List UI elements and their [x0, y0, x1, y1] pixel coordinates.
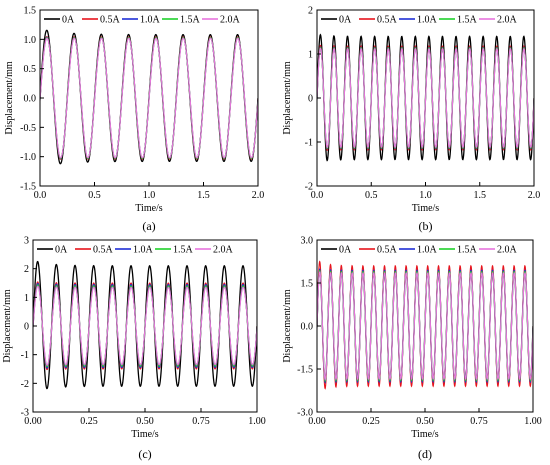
series-group — [317, 260, 533, 390]
y-tick-label: 1.5 — [24, 6, 37, 17]
panel-caption: (a) — [142, 219, 155, 233]
x-axis-label: Time/s — [412, 203, 440, 214]
x-tick-label: 1.00 — [524, 416, 542, 427]
legend-label: 1.5A — [173, 245, 194, 256]
panel-d: -3.0 -1.5 0.0 1.5 3.0 0.00 0.25 0.50 0.75 1.00 Tim… — [282, 236, 542, 462]
legend: 0A 0.5A 1.0A 1.5A 2.0A — [321, 245, 518, 256]
panel-c: -3 -2 -1 0 1 2 3 0.00 0.25 0.50 0.75 1.00 Time/s Disp… — [2, 236, 266, 462]
y-tick-label: -3 — [21, 408, 29, 419]
y-tick-label: 0 — [24, 322, 29, 333]
y-axis-label: Displacement/mm — [4, 61, 15, 135]
y-tick-label: 0.0 — [24, 94, 37, 105]
legend-label: 1.0A — [133, 245, 154, 256]
legend-label: 2.0A — [213, 245, 234, 256]
y-tick-label: -1.5 — [20, 182, 36, 193]
legend-label: 1.0A — [417, 15, 438, 26]
series-group — [40, 29, 258, 165]
legend: 0A 0.5A 1.0A 1.5A 2.0A — [321, 15, 518, 26]
x-tick-label: 0.5 — [88, 190, 101, 201]
y-tick-label: -1 — [305, 138, 313, 149]
y-axis-label: Displacement/mm — [282, 289, 293, 363]
x-axis-label: Time/s — [411, 429, 439, 440]
x-tick-label: 1.0 — [143, 190, 156, 201]
legend-label: 0.5A — [377, 245, 398, 256]
panel-a: -1.5 -1.0 -0.5 0.0 0.5 1.0 1.5 0.0 0.5 1.0 1.5 2.0 T… — [4, 6, 264, 234]
legend-label: 1.5A — [180, 15, 201, 26]
series-group — [33, 260, 257, 390]
legend-label: 1.5A — [457, 245, 478, 256]
y-tick-label: -0.5 — [20, 123, 36, 134]
x-tick-label: 0.0 — [311, 190, 324, 201]
legend: 0A 0.5A 1.0A 1.5A 2.0A — [44, 15, 241, 26]
y-tick-label: -1 — [21, 350, 29, 361]
y-tick-label: -3.0 — [297, 408, 313, 419]
legend-label: 1.0A — [417, 245, 438, 256]
panel-caption: (b) — [419, 219, 433, 233]
y-tick-label: 3 — [24, 236, 29, 247]
series-line-2.0A — [317, 271, 533, 381]
legend-label: 2.0A — [497, 15, 518, 26]
y-tick-label: -1.0 — [20, 152, 36, 163]
series-line-2.0A — [40, 37, 258, 159]
y-tick-label: -2 — [21, 379, 29, 390]
y-tick-label: -1.5 — [297, 365, 313, 376]
y-tick-label: 1 — [308, 50, 313, 61]
x-tick-label: 1.0 — [419, 190, 432, 201]
x-tick-label: 0.0 — [34, 190, 47, 201]
y-axis-label: Displacement/mm — [282, 61, 293, 135]
y-axis-label: Displacement/mm — [2, 289, 13, 363]
y-tick-label: 2 — [24, 264, 29, 275]
legend-label: 0.5A — [100, 15, 121, 26]
legend-label: 0A — [339, 15, 352, 26]
series-line-2.0A — [33, 285, 257, 366]
x-tick-label: 1.5 — [474, 190, 487, 201]
y-tick-label: -2 — [305, 182, 313, 193]
panel-caption: (c) — [138, 447, 151, 461]
legend-label: 0A — [55, 245, 68, 256]
legend-label: 0.5A — [377, 15, 398, 26]
legend-label: 0A — [339, 245, 352, 256]
panel-b: -2 -1 0 1 2 0.0 0.5 1.0 1.5 2.0 Time/s Displacement… — [282, 6, 540, 234]
x-tick-label: 0.75 — [470, 416, 488, 427]
y-tick-label: 1.5 — [301, 279, 314, 290]
x-tick-label: 0.5 — [365, 190, 378, 201]
x-tick-label: 0.50 — [136, 416, 154, 427]
y-tick-label: 3.0 — [301, 236, 314, 247]
series-group — [317, 33, 534, 162]
y-tick-label: 2 — [308, 6, 313, 17]
x-tick-label: 0.75 — [192, 416, 210, 427]
y-tick-label: 1 — [24, 293, 29, 304]
legend: 0A 0.5A 1.0A 1.5A 2.0A — [37, 245, 234, 256]
x-tick-label: 0.25 — [362, 416, 380, 427]
x-axis-label: Time/s — [135, 203, 163, 214]
x-tick-label: 0.25 — [80, 416, 98, 427]
x-tick-label: 1.5 — [197, 190, 210, 201]
x-axis-label: Time/s — [131, 429, 159, 440]
panel-caption: (d) — [418, 447, 432, 461]
legend-label: 1.5A — [457, 15, 478, 26]
legend-label: 0A — [62, 15, 75, 26]
x-tick-label: 0.50 — [416, 416, 434, 427]
legend-label: 0.5A — [93, 245, 114, 256]
y-tick-label: 0.0 — [301, 322, 314, 333]
y-tick-label: 1.0 — [24, 35, 37, 46]
x-tick-label: 0.00 — [24, 416, 42, 427]
x-tick-label: 0.00 — [308, 416, 326, 427]
legend-label: 1.0A — [140, 15, 161, 26]
x-tick-label: 1.00 — [248, 416, 266, 427]
x-tick-label: 2.0 — [252, 190, 265, 201]
legend-label: 2.0A — [220, 15, 241, 26]
y-tick-label: 0.5 — [24, 64, 37, 75]
legend-label: 2.0A — [497, 245, 518, 256]
y-tick-label: 0 — [308, 94, 313, 105]
x-tick-label: 2.0 — [528, 190, 541, 201]
series-line-2.0A — [317, 47, 534, 149]
